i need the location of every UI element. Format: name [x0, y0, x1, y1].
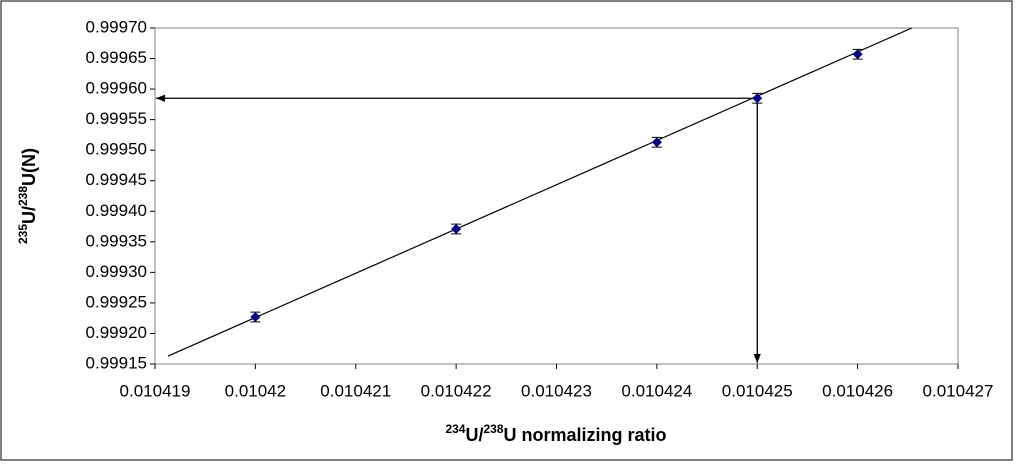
y-tick-label: 0.99965 — [86, 48, 147, 67]
y-tick-label: 0.99945 — [86, 170, 147, 189]
label-text: U/ — [465, 425, 483, 445]
y-tick-label: 0.99930 — [86, 262, 147, 281]
y-tick-label: 0.99970 — [86, 17, 147, 36]
y-tick-label: 0.99915 — [86, 353, 147, 372]
x-tick-label: 0.010419 — [120, 381, 191, 400]
y-tick-label: 0.99935 — [86, 231, 147, 250]
y-tick-label: 0.99960 — [86, 79, 147, 98]
superscript: 234 — [445, 422, 465, 436]
label-text: U/ — [19, 206, 39, 224]
fit-line — [167, 27, 913, 357]
x-tick-label: 0.010425 — [722, 381, 793, 400]
frame — [0, 0, 1013, 461]
y-tick-label: 0.99950 — [86, 140, 147, 159]
superscript: 238 — [16, 186, 30, 206]
x-tick-label: 0.010422 — [421, 381, 492, 400]
point — [752, 93, 763, 104]
x-tick-label: 0.010426 — [822, 381, 893, 400]
y-tick-label: 0.99955 — [86, 109, 147, 128]
label-text: U normalizing ratio — [504, 425, 667, 445]
y-tick-label: 0.99925 — [86, 292, 147, 311]
label-text: U(N) — [19, 148, 39, 186]
x-label-parts: 234U/238U normalizing ratio — [445, 422, 666, 445]
point — [451, 223, 462, 234]
x-tick-label: 0.010423 — [521, 381, 592, 400]
superscript: 238 — [483, 422, 503, 436]
plot-area — [154, 27, 959, 365]
point — [250, 311, 261, 322]
point — [852, 49, 863, 60]
x-tick-label: 0.01042 — [225, 381, 286, 400]
x-tick-label: 0.010427 — [923, 381, 994, 400]
superscript: 235 — [16, 224, 30, 244]
x-tick-label: 0.010421 — [320, 381, 391, 400]
y-label-parts: 235U/238U(N) — [16, 148, 39, 244]
y-tick-label: 0.99920 — [86, 323, 147, 342]
y-tick-label: 0.99940 — [86, 201, 147, 220]
x-tick-label: 0.010424 — [621, 381, 692, 400]
point — [651, 137, 662, 148]
